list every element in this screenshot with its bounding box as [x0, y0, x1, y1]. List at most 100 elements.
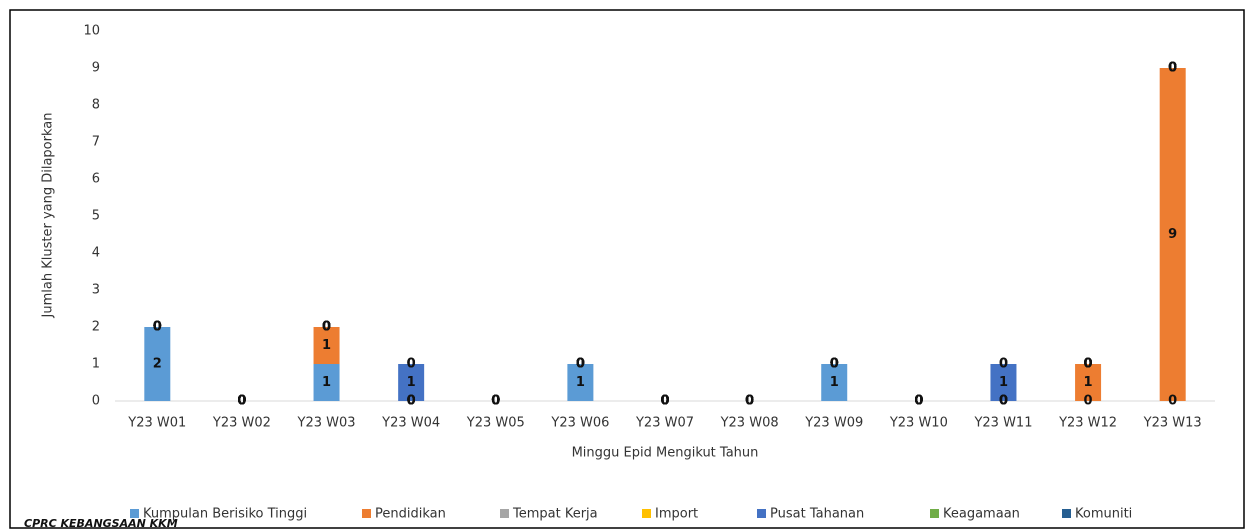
value-label: 0 [153, 320, 162, 335]
value-label: 0 [999, 394, 1008, 409]
value-label: 0 [999, 357, 1008, 372]
x-tick-label: Y23 W11 [973, 416, 1032, 431]
value-label: 0 [1084, 394, 1093, 409]
value-label: 1 [576, 375, 585, 390]
x-tick-label: Y23 W09 [804, 416, 863, 431]
value-label: 0 [745, 394, 754, 409]
y-axis-title: Jumlah Kluster yang Dilaporkan [41, 113, 56, 319]
value-label: 0 [237, 394, 246, 409]
bar-segment [990, 364, 1017, 401]
value-label: 0 [237, 394, 246, 409]
legend-label: Pendidikan [375, 507, 446, 522]
y-tick-label: 6 [92, 172, 100, 187]
legend-label: Import [655, 507, 698, 522]
value-label: 0 [407, 394, 416, 409]
source: CPRC KEBANGSAAN KKM [24, 517, 178, 530]
x-tick-label: Y23 W06 [550, 416, 609, 431]
chart-border [9, 9, 1245, 529]
value-label: 0 [745, 394, 754, 409]
value-label: 0 [491, 394, 500, 409]
value-label: 0 [914, 394, 923, 409]
value-label: 0 [322, 320, 331, 335]
value-label: 0 [576, 357, 585, 372]
value-label: 0 [237, 394, 246, 409]
x-tick-label: Y23 W02 [212, 416, 271, 431]
value-label: 0 [407, 394, 416, 409]
value-label: 1 [1084, 375, 1093, 390]
value-label: 0 [914, 394, 923, 409]
legend-swatch [642, 509, 651, 518]
value-label: 0 [914, 394, 923, 409]
value-label: 0 [491, 394, 500, 409]
value-label: 0 [237, 394, 246, 409]
legend-label: Kumpulan Berisiko Tinggi [143, 507, 307, 522]
value-label: 0 [1084, 357, 1093, 372]
value-label: 0 [914, 394, 923, 409]
y-tick-label: 8 [92, 98, 100, 113]
value-label: 0 [1084, 357, 1093, 372]
value-label: 0 [576, 357, 585, 372]
legend-label: Pusat Tahanan [770, 507, 864, 522]
value-label: 0 [745, 394, 754, 409]
y-tick-label: 4 [92, 246, 100, 261]
value-label: 0 [491, 394, 500, 409]
value-label: 0 [576, 357, 585, 372]
legend-swatch [930, 509, 939, 518]
x-tick-label: Y23 W03 [297, 416, 356, 431]
y-tick-label: 1 [92, 357, 100, 372]
value-label: 0 [407, 394, 416, 409]
bar-segment [1075, 364, 1102, 401]
legend-label: Komuniti [1075, 507, 1132, 522]
value-label: 0 [322, 320, 331, 335]
bar-segment [1159, 68, 1186, 401]
bar-segment [821, 364, 848, 401]
legend-label: Keagamaan [943, 507, 1020, 522]
value-label: 0 [407, 394, 416, 409]
value-label: 0 [322, 320, 331, 335]
value-label: 0 [745, 394, 754, 409]
value-label: 0 [660, 394, 669, 409]
value-label: 1 [322, 375, 331, 390]
value-label: 0 [1168, 61, 1177, 76]
legend-swatch [1062, 509, 1071, 518]
value-label: 0 [999, 357, 1008, 372]
value-label: 0 [1084, 357, 1093, 372]
value-label: 0 [830, 357, 839, 372]
x-tick-label: Y23 W05 [466, 416, 525, 431]
value-label: 0 [322, 320, 331, 335]
value-label: 1 [322, 338, 331, 353]
value-label: 0 [830, 357, 839, 372]
y-tick-label: 2 [92, 320, 100, 335]
bar-segment [567, 364, 594, 401]
value-label: 2 [153, 357, 162, 372]
value-label: 0 [999, 394, 1008, 409]
x-tick-label: Y23 W10 [889, 416, 948, 431]
value-label: 0 [830, 357, 839, 372]
value-label: 0 [237, 394, 246, 409]
value-label: 0 [1168, 61, 1177, 76]
legend-swatch [757, 509, 766, 518]
x-tick-label: Y23 W08 [720, 416, 779, 431]
value-label: 0 [660, 394, 669, 409]
value-label: 0 [153, 320, 162, 335]
legend-swatch [130, 509, 139, 518]
y-tick-label: 7 [92, 135, 100, 150]
value-label: 0 [1168, 61, 1177, 76]
bar-segment [313, 364, 340, 401]
value-label: 0 [153, 320, 162, 335]
value-label: 0 [914, 394, 923, 409]
y-tick-label: 9 [92, 61, 100, 76]
value-label: 0 [914, 394, 923, 409]
value-label: 0 [660, 394, 669, 409]
value-label: 0 [830, 357, 839, 372]
value-label: 0 [660, 394, 669, 409]
value-label: 9 [1168, 227, 1177, 242]
x-tick-label: Y23 W04 [381, 416, 440, 431]
value-label: 0 [1168, 61, 1177, 76]
value-label: 0 [745, 394, 754, 409]
x-tick-label: Y23 W01 [127, 416, 186, 431]
value-label: 1 [999, 375, 1008, 390]
value-label: 0 [237, 394, 246, 409]
value-label: 0 [660, 394, 669, 409]
